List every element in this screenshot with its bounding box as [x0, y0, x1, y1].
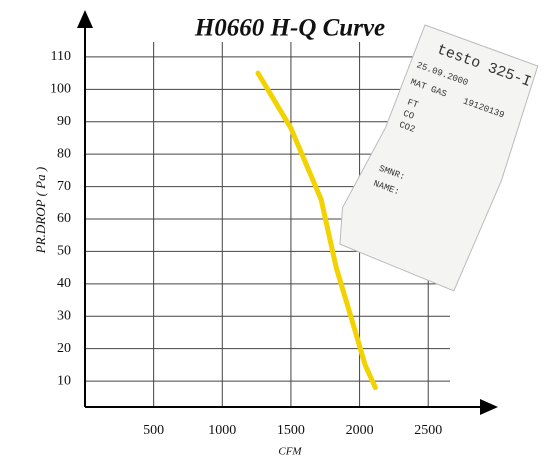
y-tick-label: 100: [50, 82, 71, 97]
y-tick-label: 90: [57, 114, 71, 129]
x-axis-label: CFM: [278, 446, 302, 458]
y-tick-label: 50: [57, 244, 71, 259]
chart-title: H0660 H-Q Curve: [194, 15, 385, 42]
chart: 10 20 30 40 50 60 70 80 90 100 110 500 1000 1500 2000 2…: [0, 0, 553, 463]
x-tick-label: 2500: [414, 423, 442, 438]
y-tick-label: 30: [57, 308, 71, 323]
y-tick-label: 60: [57, 211, 71, 226]
x-tick-label: 2000: [346, 423, 374, 438]
y-tick-label: 70: [57, 179, 71, 194]
y-tick-label: 110: [51, 49, 71, 64]
y-tick-label: 20: [57, 341, 71, 356]
y-axis-label: PR.DROP ( Pa ): [33, 167, 48, 254]
receipt: testo 325-I 25.09.2000 MAT GAS 19120139 …: [329, 20, 543, 293]
y-tick-label: 80: [57, 146, 71, 161]
x-tick-label: 1500: [277, 423, 305, 438]
y-tick-label: 10: [57, 373, 71, 388]
x-tick-label: 1000: [208, 423, 236, 438]
y-tick-label: 40: [57, 276, 71, 291]
receipt-paper: [329, 20, 543, 293]
x-tick-label: 500: [143, 423, 164, 438]
